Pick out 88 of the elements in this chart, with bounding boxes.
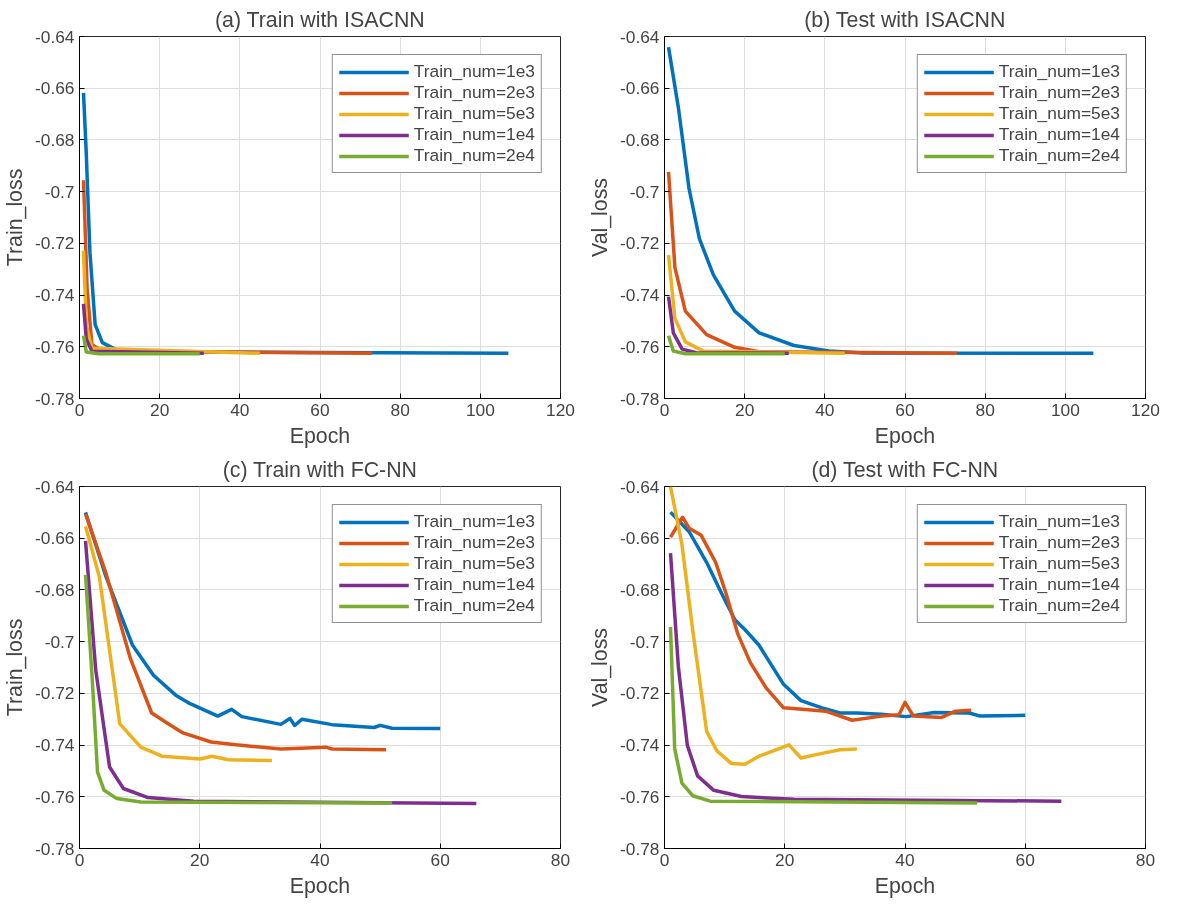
x-tick-label: 0: [659, 399, 670, 420]
y-tick-label: -0.7: [44, 181, 75, 202]
y-tick-label: -0.68: [620, 129, 660, 150]
x-tick-label: 120: [546, 399, 575, 420]
legend-label: Train_num=1e4: [413, 124, 535, 145]
legend-label: Train_num=2e3: [413, 82, 535, 103]
legend-label: Train_num=1e4: [413, 574, 535, 595]
y-tick-label: -0.78: [35, 838, 75, 859]
x-tick-label: 60: [310, 399, 330, 420]
legend-label: Train_num=1e3: [413, 511, 535, 532]
legend-label: Train_num=1e4: [998, 124, 1120, 145]
x-tick-label: 0: [659, 849, 670, 870]
y-tick-label: -0.66: [35, 78, 75, 99]
y-tick-label: -0.74: [35, 735, 75, 756]
y-tick-label: -0.68: [620, 579, 660, 600]
legend-label: Train_num=2e3: [413, 532, 535, 553]
y-axis-title: Val_loss: [588, 177, 612, 258]
chart-title: (a) Train with ISACNN: [214, 7, 425, 32]
x-tick-label: 60: [430, 849, 450, 870]
x-tick-label: 80: [390, 399, 410, 420]
x-tick-label: 120: [1131, 399, 1160, 420]
legend-label: Train_num=1e3: [413, 61, 535, 82]
y-tick-label: -0.76: [35, 786, 75, 807]
x-tick-label: 20: [190, 849, 210, 870]
legend-label: Train_num=2e3: [998, 82, 1120, 103]
x-axis-title: Epoch: [874, 873, 936, 898]
x-tick-label: 0: [74, 849, 85, 870]
x-tick-label: 40: [230, 399, 250, 420]
x-tick-label: 0: [74, 399, 85, 420]
y-tick-label: -0.68: [35, 579, 75, 600]
y-tick-label: -0.64: [620, 26, 660, 47]
x-tick-label: 20: [150, 399, 170, 420]
y-tick-label: -0.64: [35, 26, 75, 47]
y-tick-label: -0.76: [620, 336, 660, 357]
x-tick-label: 80: [550, 849, 571, 870]
y-tick-label: -0.64: [35, 476, 75, 497]
x-tick-label: 60: [895, 399, 915, 420]
x-tick-label: 40: [895, 849, 915, 870]
y-axis-title: Train_loss: [3, 618, 27, 717]
x-axis-title: Epoch: [289, 423, 351, 448]
y-tick-label: -0.76: [620, 786, 660, 807]
y-tick-label: -0.68: [35, 129, 75, 150]
x-tick-label: 40: [310, 849, 330, 870]
x-tick-label: 40: [815, 399, 835, 420]
x-tick-label: 80: [975, 399, 995, 420]
y-axis-title: Val_loss: [588, 627, 612, 708]
legend-label: Train_num=2e4: [413, 595, 535, 616]
chart-title: (b) Test with ISACNN: [804, 7, 1006, 32]
y-tick-label: -0.66: [35, 528, 75, 549]
x-tick-label: 20: [775, 849, 795, 870]
y-tick-label: -0.66: [620, 528, 660, 549]
legend-label: Train_num=5e3: [413, 553, 535, 574]
y-tick-label: -0.74: [620, 735, 660, 756]
y-tick-label: -0.72: [35, 233, 75, 254]
legend-label: Train_num=2e3: [998, 532, 1120, 553]
y-tick-label: -0.72: [620, 233, 660, 254]
y-tick-label: -0.72: [620, 683, 660, 704]
legend-label: Train_num=5e3: [998, 553, 1120, 574]
y-tick-label: -0.78: [620, 838, 660, 859]
y-tick-label: -0.66: [620, 78, 660, 99]
x-tick-label: 100: [465, 399, 495, 420]
chart-title: (c) Train with FC-NN: [222, 457, 417, 482]
y-tick-label: -0.76: [35, 336, 75, 357]
legend-label: Train_num=1e3: [998, 61, 1120, 82]
y-tick-label: -0.64: [620, 476, 660, 497]
legend-label: Train_num=2e4: [413, 145, 535, 166]
y-tick-label: -0.7: [44, 631, 75, 652]
y-tick-label: -0.74: [35, 285, 75, 306]
y-tick-label: -0.7: [629, 631, 660, 652]
legend-label: Train_num=5e3: [413, 103, 535, 124]
legend-label: Train_num=2e4: [998, 145, 1120, 166]
legend-label: Train_num=1e4: [998, 574, 1120, 595]
y-tick-label: -0.7: [629, 181, 660, 202]
y-tick-label: -0.74: [620, 285, 660, 306]
legend-label: Train_num=1e3: [998, 511, 1120, 532]
x-tick-label: 80: [1135, 849, 1156, 870]
y-tick-label: -0.78: [620, 388, 660, 409]
legend-label: Train_num=2e4: [998, 595, 1120, 616]
x-tick-label: 20: [735, 399, 755, 420]
x-tick-label: 100: [1050, 399, 1080, 420]
y-tick-label: -0.72: [35, 683, 75, 704]
legend-label: Train_num=5e3: [998, 103, 1120, 124]
x-tick-label: 60: [1015, 849, 1035, 870]
x-axis-title: Epoch: [289, 873, 351, 898]
x-axis-title: Epoch: [874, 423, 936, 448]
chart-title: (d) Test with FC-NN: [811, 457, 999, 482]
y-tick-label: -0.78: [35, 388, 75, 409]
y-axis-title: Train_loss: [3, 168, 27, 267]
